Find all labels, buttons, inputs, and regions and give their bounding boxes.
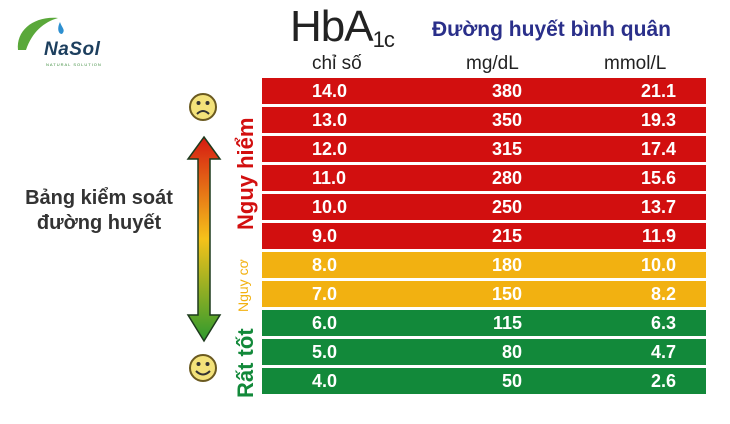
cell-mmol: 2.6 — [650, 371, 676, 391]
table-row: 9.0 215 11.9 — [262, 223, 706, 249]
cell-mmol: 6.3 — [650, 313, 676, 333]
col-header-mmol: mmol/L — [604, 53, 667, 74]
zone-label-risk: Nguy cơ — [235, 259, 251, 312]
hba1c-table: 14.0 380 21.1 13.0 350 19.3 12.0 315 17.4 11.0 280… — [262, 78, 706, 397]
cell-mgdl: 380 — [491, 81, 522, 101]
cell-hba1c: 6.0 — [312, 313, 338, 333]
table-row: 4.0 50 2.6 — [262, 368, 706, 394]
table-row: 8.0 180 10.0 — [262, 252, 706, 278]
leaf-icon — [17, 17, 64, 50]
nasol-logo: NaSol NATURAL SOLUTION — [14, 12, 104, 67]
table-row: 5.0 80 4.7 — [262, 339, 706, 365]
cell-mmol: 15.6 — [640, 168, 676, 188]
cell-hba1c: 13.0 — [312, 110, 348, 130]
cell-mmol: 4.7 — [650, 342, 676, 362]
table-row: 6.0 115 6.3 — [262, 310, 706, 336]
cell-mgdl: 315 — [491, 139, 522, 159]
cell-hba1c: 9.0 — [312, 226, 338, 246]
cell-mmol: 21.1 — [640, 81, 676, 101]
cell-mmol: 19.3 — [640, 110, 676, 130]
cell-mgdl: 115 — [492, 313, 522, 333]
cell-mgdl: 180 — [491, 255, 522, 275]
cell-hba1c: 10.0 — [312, 197, 348, 217]
table-row: 10.0 250 13.7 — [262, 194, 706, 220]
brand-tagline: NATURAL SOLUTION — [46, 62, 102, 67]
average-glucose-title: Đường huyết bình quân — [432, 18, 671, 41]
cell-mmol: 11.9 — [641, 226, 676, 246]
sad-face-icon — [189, 93, 217, 121]
cell-mmol: 10.0 — [640, 255, 676, 275]
cell-mgdl: 350 — [491, 110, 522, 130]
double-arrow-icon — [186, 135, 222, 343]
cell-mgdl: 80 — [501, 342, 522, 362]
zone-label-good: Rất tốt — [233, 328, 258, 398]
cell-mgdl: 280 — [491, 168, 522, 188]
side-title: Bảng kiểm soát đường huyết — [25, 187, 173, 234]
cell-hba1c: 5.0 — [312, 342, 338, 362]
hba1c-title: HbA1c — [290, 2, 395, 52]
table-row: 7.0 150 8.2 — [262, 281, 706, 307]
cell-mmol: 17.4 — [640, 139, 676, 159]
cell-mmol: 8.2 — [650, 284, 676, 304]
cell-mgdl: 215 — [491, 226, 522, 246]
cell-hba1c: 4.0 — [312, 371, 338, 391]
cell-hba1c: 8.0 — [312, 255, 338, 275]
cell-hba1c: 11.0 — [312, 168, 347, 188]
table-row: 11.0 280 15.6 — [262, 165, 706, 191]
happy-face-icon — [189, 354, 217, 382]
table-row: 14.0 380 21.1 — [262, 78, 706, 104]
cell-mgdl: 250 — [491, 197, 522, 217]
brand-name: NaSol — [44, 39, 101, 60]
cell-hba1c: 7.0 — [312, 284, 338, 304]
cell-mgdl: 150 — [491, 284, 522, 304]
col-header-index: chỉ số — [312, 53, 362, 74]
cell-hba1c: 12.0 — [312, 139, 348, 159]
cell-hba1c: 14.0 — [312, 81, 348, 101]
cell-mmol: 13.7 — [640, 197, 676, 217]
table-row: 13.0 350 19.3 — [262, 107, 706, 133]
cell-mgdl: 50 — [501, 371, 522, 391]
col-header-mgdl: mg/dL — [466, 53, 519, 74]
zone-label-danger: Nguy hiểm — [233, 117, 258, 230]
table-row: 12.0 315 17.4 — [262, 136, 706, 162]
